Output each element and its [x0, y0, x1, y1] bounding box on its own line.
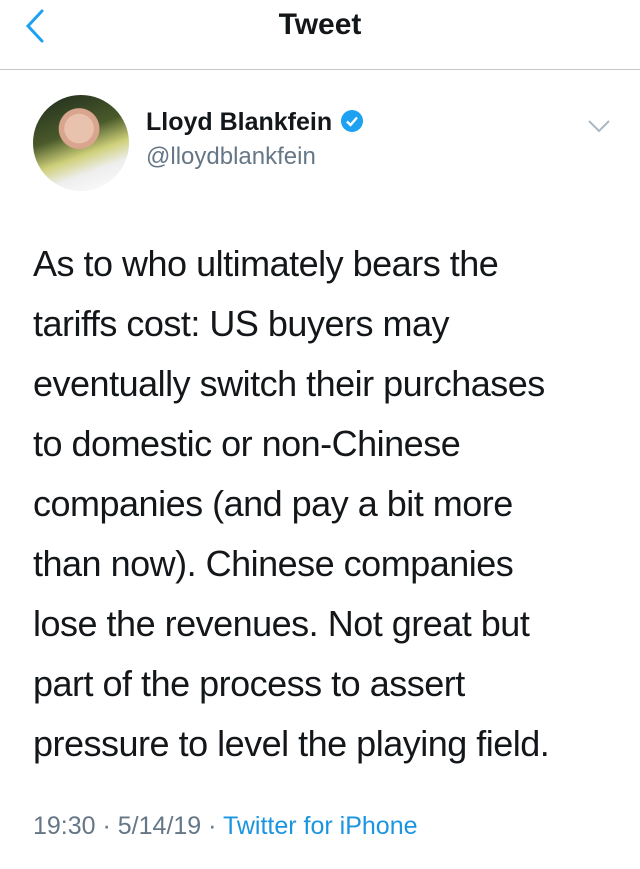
tweet-meta: 19:30 · 5/14/19 · Twitter for iPhone	[33, 812, 418, 841]
separator: ·	[201, 812, 223, 840]
tweet-source-link[interactable]: Twitter for iPhone	[222, 812, 418, 840]
nav-header: Tweet	[0, 0, 640, 70]
author-name-text: Lloyd Blankfein	[146, 108, 333, 136]
author-name[interactable]: Lloyd Blankfein	[146, 108, 364, 137]
chevron-down-icon[interactable]	[587, 118, 611, 134]
tweet-date: 5/14/19	[117, 812, 202, 840]
tweet-text: As to who ultimately bears the tariffs c…	[33, 234, 550, 774]
author-handle[interactable]: @lloydblankfein	[146, 143, 316, 170]
tweet-line: part of the process to assert	[33, 663, 465, 704]
tweet-line: eventually switch their purchases	[33, 363, 545, 404]
tweet-time: 19:30	[33, 812, 96, 840]
tweet-line: tariffs cost: US buyers may	[33, 303, 449, 344]
page-title: Tweet	[278, 8, 362, 41]
separator: ·	[95, 812, 118, 840]
avatar[interactable]	[33, 95, 129, 191]
chevron-left-icon[interactable]	[22, 8, 52, 44]
tweet-line: As to who ultimately bears the	[33, 243, 499, 284]
tweet-line: companies (and pay a bit more	[33, 483, 513, 524]
tweet-line: to domestic or non-Chinese	[33, 423, 461, 464]
verified-badge-icon	[341, 110, 364, 132]
tweet-line: lose the revenues. Not great but	[33, 603, 530, 644]
tweet-line: than now). Chinese companies	[33, 543, 514, 584]
tweet-line: pressure to level the playing field.	[33, 723, 550, 764]
